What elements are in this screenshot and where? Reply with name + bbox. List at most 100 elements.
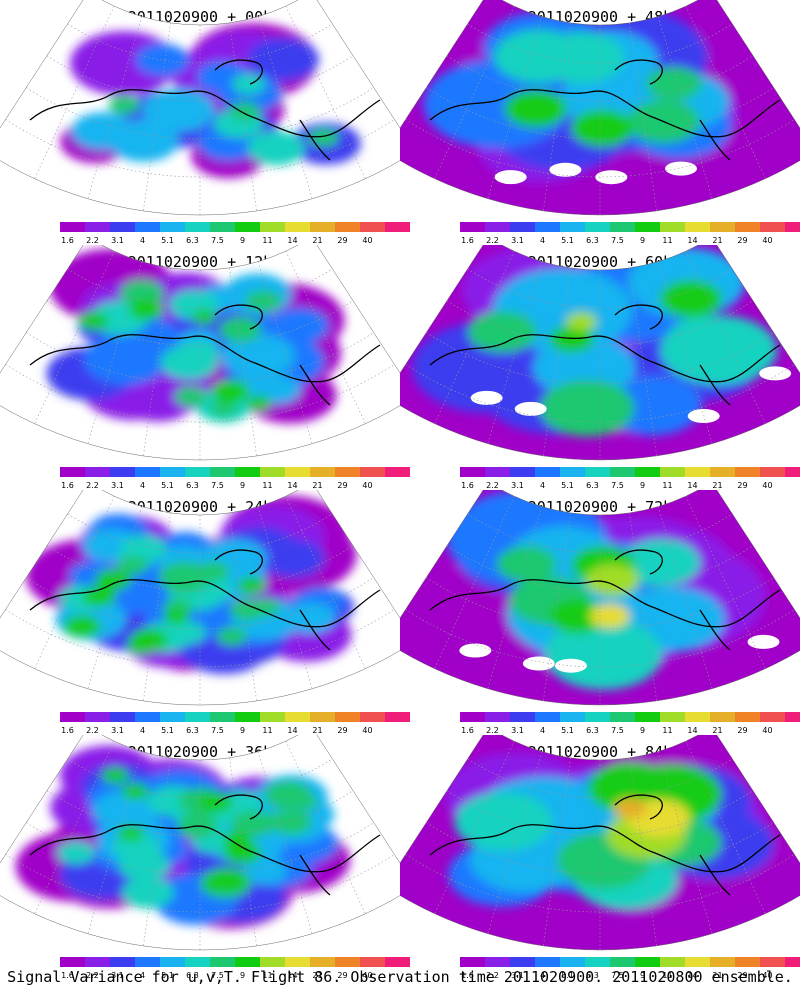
map-outline [400, 0, 800, 216]
no-data-gap [470, 390, 503, 405]
colorbar-swatch [285, 712, 310, 722]
contour-blob [78, 312, 108, 331]
variance-map [400, 245, 800, 461]
colorbar-swatch [260, 467, 285, 477]
colorbar-swatch [60, 712, 85, 722]
colorbar-swatch [485, 467, 510, 477]
colorbar-swatch [710, 467, 735, 477]
colorbar-swatch [135, 957, 160, 967]
colorbar-swatch [735, 712, 760, 722]
colorbar-tick-label: 3.1 [111, 236, 124, 245]
colorbar-swatch [110, 467, 135, 477]
colorbar-tick-label: 6.3 [586, 236, 599, 245]
colorbar-tick-label: 11 [662, 236, 673, 245]
contour-blob [63, 615, 101, 638]
colorbar-tick-label: 6.3 [186, 481, 199, 490]
contour-blob [247, 395, 272, 411]
colorbar-swatch [85, 712, 110, 722]
colorbar-swatch [460, 467, 485, 477]
contour-blob [57, 841, 96, 865]
colorbar-swatch [460, 222, 485, 232]
colorbar-swatch [160, 712, 185, 722]
colorbar-swatch [635, 712, 660, 722]
colorbar-swatch [510, 712, 535, 722]
colorbar-tick-label: 4 [139, 971, 146, 980]
colorbar-tick-label: 3.1 [511, 726, 524, 735]
contour-blob [129, 299, 164, 320]
colorbar-tick-label: 14 [287, 481, 298, 490]
colorbar-tick-label: 11 [262, 726, 273, 735]
contour-blob [537, 31, 625, 84]
colorbar-swatch [385, 712, 410, 722]
colorbar-swatch [235, 467, 260, 477]
colorbar-swatch [510, 222, 535, 232]
colorbar-tick-label: 7.5 [611, 481, 624, 490]
colorbar-swatch [85, 467, 110, 477]
graticule [5, 741, 395, 950]
colorbar-tick-label: 2.2 [86, 481, 99, 490]
colorbar-swatch [585, 712, 610, 722]
colorbar-swatch [160, 467, 185, 477]
colorbar-swatch [235, 222, 260, 232]
panel-title: 2011020900 + 12h [127, 253, 273, 271]
contour-blob [158, 561, 211, 593]
colorbar-swatch [335, 712, 360, 722]
colorbar-swatch [710, 957, 735, 967]
colorbar-swatch [60, 467, 85, 477]
colorbar-tick-label: 3.1 [511, 481, 524, 490]
colorbar-swatch [685, 957, 710, 967]
contour-blob [198, 792, 233, 813]
contour-blob [468, 311, 537, 353]
colorbar-tick-label: 2.2 [86, 236, 99, 245]
colorbar-tick-label: 29 [737, 971, 748, 980]
colorbar-swatch [260, 957, 285, 967]
forecast-panel: 2011020900 + 00h 1.6 2.2 3.1 4 5.1 6.3 7.5 9 11 14… [0, 0, 410, 245]
colorbar-tick-label: 4 [139, 726, 146, 735]
forecast-panel: 2011020900 + 12h 1.6 2.2 3.1 4 5.1 6.3 7.5 9 11 14… [0, 245, 410, 490]
contour-blob [163, 609, 189, 625]
colorbar-tick-label: 7.5 [611, 726, 624, 735]
contour-blob [291, 794, 319, 811]
colorbar-tick-label: 3.1 [111, 481, 124, 490]
map-outline [400, 735, 800, 951]
colorbar [460, 467, 800, 477]
colorbar-swatch [485, 957, 510, 967]
contour-blob [261, 539, 325, 578]
colorbar-swatch [285, 222, 310, 232]
colorbar-swatch [660, 222, 685, 232]
panel-title: 2011020900 + 84h [527, 743, 673, 761]
contour-blob [560, 70, 653, 126]
colorbar-tick-label: 40 [762, 726, 773, 735]
contour-blob [135, 43, 190, 76]
colorbar-tick-label: 21 [312, 481, 323, 490]
graticule [405, 741, 795, 950]
colorbar-swatch [260, 222, 285, 232]
colorbar-swatch [560, 957, 585, 967]
colorbar-swatch [710, 712, 735, 722]
contour-blob [101, 767, 129, 784]
contour-blob [589, 603, 630, 628]
variance-map [0, 0, 400, 216]
colorbar-swatch [710, 222, 735, 232]
colorbar-swatch [210, 712, 235, 722]
variance-field [435, 490, 777, 690]
panel-title: 2011020900 + 60h [527, 253, 673, 271]
variance-map [400, 490, 800, 706]
no-data-gap [514, 401, 547, 416]
coastline [429, 549, 781, 651]
contour-blob [571, 109, 634, 147]
colorbar-swatch [635, 467, 660, 477]
colorbar-swatch [760, 467, 785, 477]
colorbar-tick-label: 9 [239, 481, 246, 490]
contour-blob [613, 798, 647, 818]
colorbar-tick-label: 5.1 [561, 236, 574, 245]
contour-blob [223, 831, 251, 849]
colorbar-swatch [735, 957, 760, 967]
contour-blob [549, 599, 607, 634]
colorbar-swatch [660, 467, 685, 477]
contour-blob [237, 577, 266, 595]
colorbar-tick-label: 40 [362, 971, 373, 980]
variance-field [25, 495, 357, 674]
colorbar-swatch [360, 712, 385, 722]
coastline [29, 549, 381, 651]
